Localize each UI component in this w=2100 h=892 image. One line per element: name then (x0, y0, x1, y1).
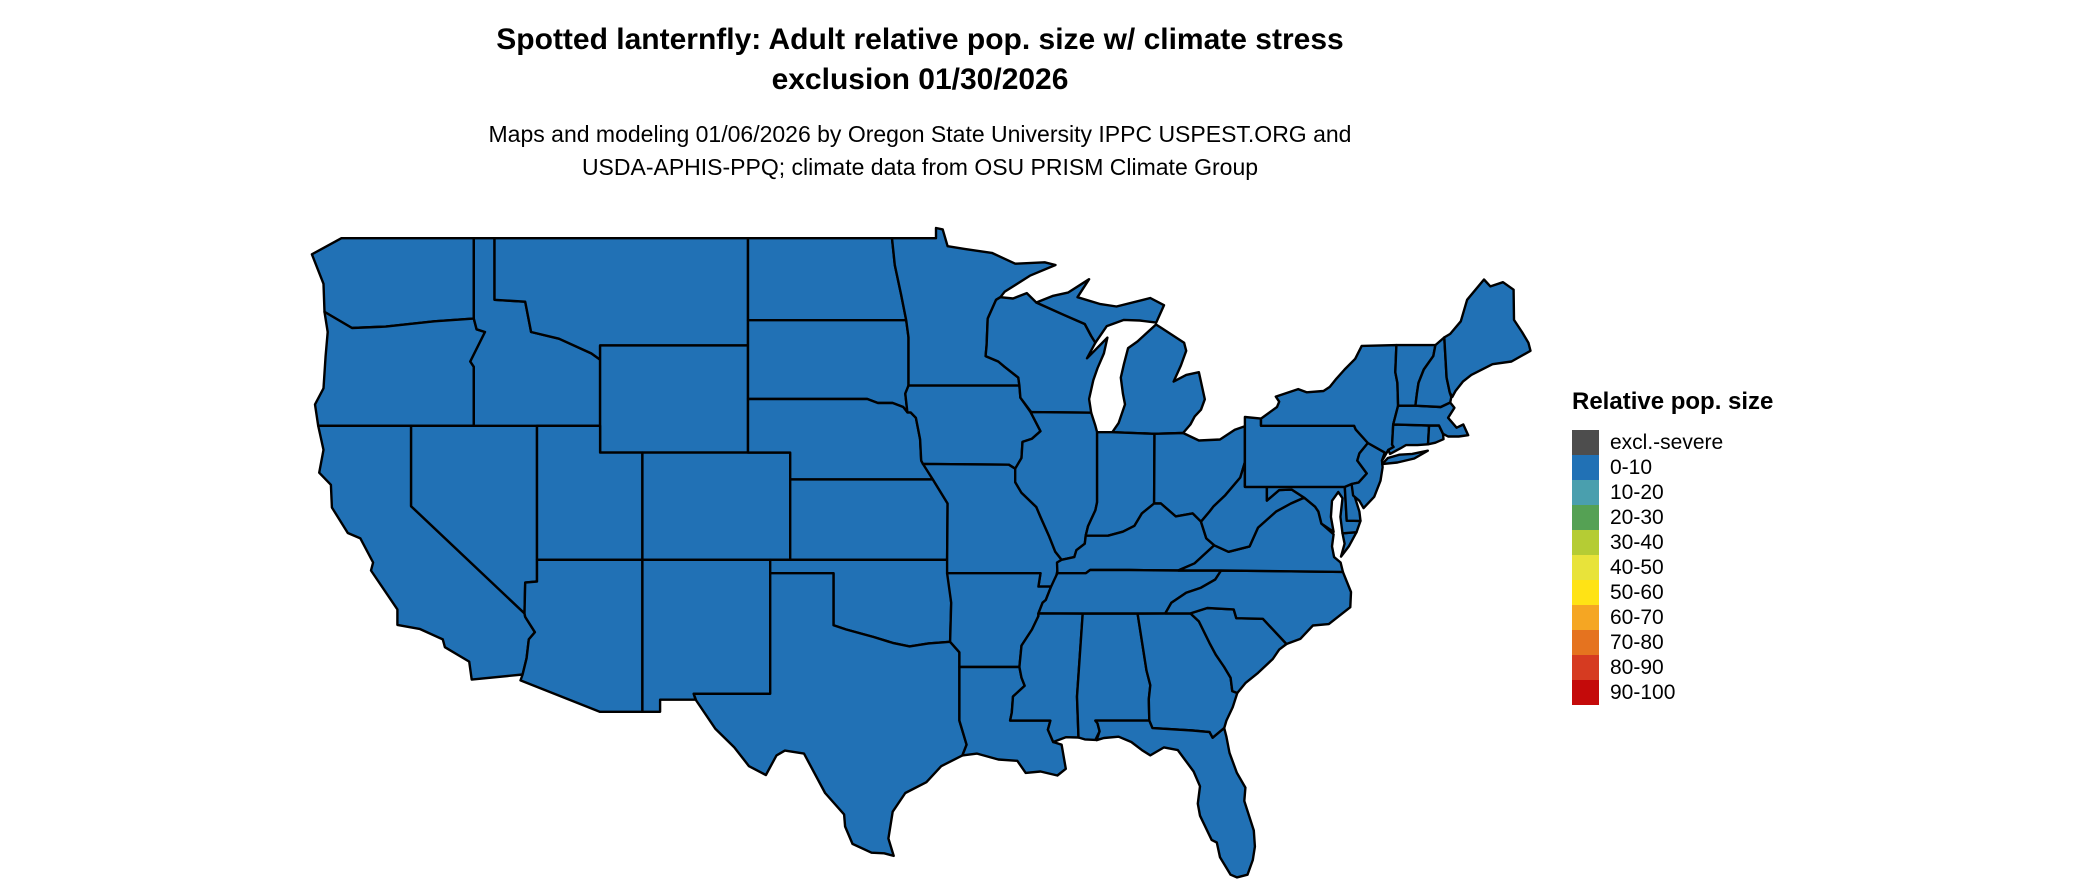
legend-label: 60-70 (1610, 605, 1664, 629)
state-NM (641, 558, 772, 713)
legend-label: 50-60 (1610, 580, 1664, 604)
state-KS (789, 478, 949, 561)
title-block: Spotted lanternfly: Adult relative pop. … (320, 20, 1520, 100)
legend-item: 40-50 (1572, 555, 1773, 580)
map-title-line2: exclusion 01/30/2026 (771, 63, 1069, 96)
legend-items: excl.-severe 0-10 10-20 20-30 30-40 40-50 50-6… (1572, 430, 1773, 705)
state-NC (1164, 569, 1353, 646)
state-CO (641, 451, 792, 561)
state-MI (1111, 323, 1207, 435)
legend-item: 50-60 (1572, 580, 1773, 605)
state-TX (692, 572, 968, 858)
map-subtitle-line2: USDA-APHIS-PPQ; climate data from OSU PR… (581, 154, 1259, 180)
legend-swatch (1572, 530, 1599, 555)
state-OR (313, 310, 487, 427)
legend-item: 10-20 (1572, 480, 1773, 505)
legend-swatch (1572, 430, 1599, 455)
legend-label: 10-20 (1610, 480, 1664, 504)
state-ME (1443, 278, 1532, 399)
legend-title: Relative pop. size (1572, 388, 1774, 415)
legend-swatch (1572, 655, 1599, 680)
map-title-line1: Spotted lanternfly: Adult relative pop. … (496, 23, 1344, 56)
legend-item: excl.-severe (1572, 430, 1773, 455)
state-VA (1339, 531, 1358, 558)
state-WY (598, 344, 750, 454)
legend-item: 90-100 (1572, 680, 1773, 705)
legend-label: 90-100 (1610, 680, 1676, 704)
legend-swatch (1572, 605, 1599, 630)
legend-label: excl.-severe (1610, 430, 1724, 454)
legend-swatch (1572, 480, 1599, 505)
state-MI (1035, 278, 1166, 344)
state-NY (1380, 449, 1430, 466)
legend-item: 60-70 (1572, 605, 1773, 630)
legend-item: 70-80 (1572, 630, 1773, 655)
state-PA (1243, 415, 1370, 489)
legend-swatch (1572, 630, 1599, 655)
legend-label: 80-90 (1610, 655, 1664, 679)
state-AZ (519, 558, 644, 713)
legend-label: 30-40 (1610, 530, 1664, 554)
state-MD (1265, 485, 1362, 535)
legend-item: 0-10 (1572, 455, 1773, 480)
legend-swatch (1572, 555, 1599, 580)
legend-swatch (1572, 505, 1599, 530)
legend-label: 40-50 (1610, 555, 1664, 579)
state-FL (1094, 719, 1257, 879)
legend: Relative pop. size excl.-severe 0-10 10-20… (1572, 388, 1773, 705)
state-WA (310, 236, 475, 330)
legend-item: 80-90 (1572, 655, 1773, 680)
state-ND (746, 236, 908, 322)
legend-swatch (1572, 580, 1599, 605)
legend-label: 0-10 (1610, 455, 1653, 479)
legend-item: 20-30 (1572, 505, 1773, 530)
legend-item: 30-40 (1572, 530, 1773, 555)
legend-label: 70-80 (1610, 630, 1664, 654)
legend-swatch (1572, 680, 1599, 705)
map-subtitle-line1: Maps and modeling 01/06/2026 by Oregon S… (488, 121, 1352, 147)
legend-swatch (1572, 455, 1599, 480)
subtitle-block: Maps and modeling 01/06/2026 by Oregon S… (320, 118, 1520, 184)
state-CT (1387, 423, 1431, 456)
legend-label: 20-30 (1610, 505, 1664, 529)
